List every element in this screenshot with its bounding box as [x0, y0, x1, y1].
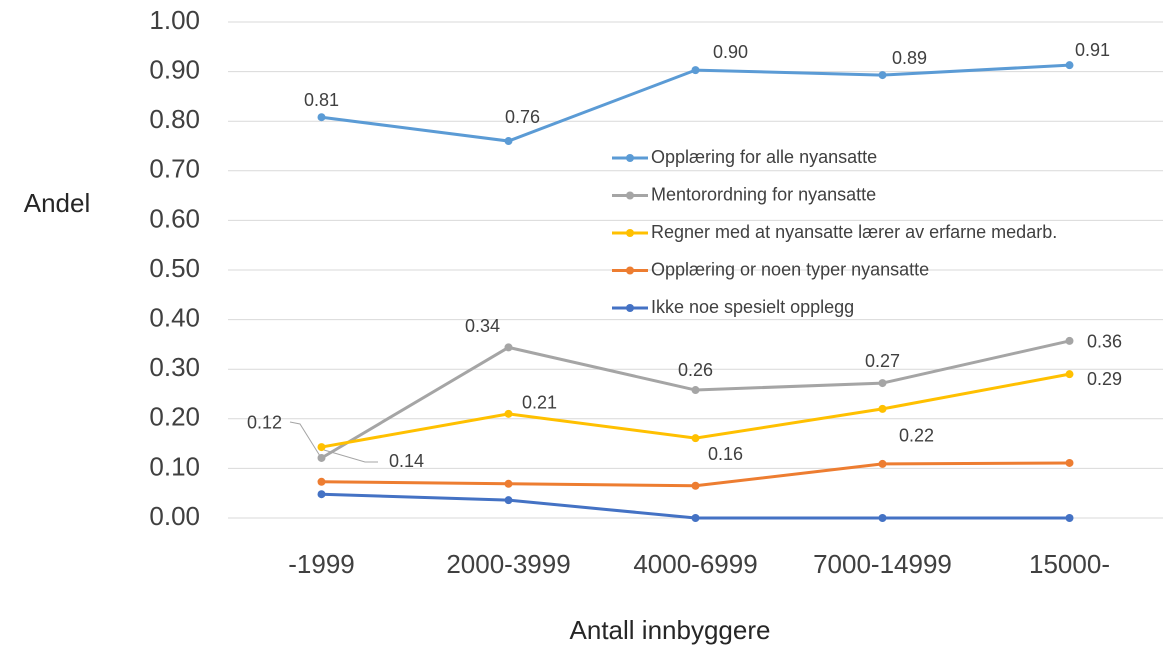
y-tick-label: 0.70: [149, 154, 200, 184]
data-point: [504, 137, 513, 146]
y-tick-label: 0.60: [149, 203, 200, 233]
legend-marker: [626, 154, 634, 162]
data-point: [504, 343, 513, 352]
data-point: [1065, 61, 1074, 70]
data-label: 0.36: [1087, 332, 1122, 352]
data-label: 0.14: [389, 451, 424, 471]
data-point: [1065, 336, 1074, 345]
y-axis-title: Andel: [24, 188, 91, 218]
data-label: 0.34: [465, 316, 500, 336]
legend-marker: [626, 266, 634, 275]
data-label: 0.22: [899, 426, 934, 446]
data-label: 0.16: [708, 444, 743, 464]
data-point: [691, 434, 700, 443]
data-label: 0.91: [1075, 40, 1110, 60]
data-label: 0.81: [304, 90, 339, 110]
data-point: [1065, 370, 1074, 379]
data-point: [504, 479, 513, 488]
x-axis-title: Antall innbyggere: [570, 615, 771, 645]
y-tick-label: 0.50: [149, 253, 200, 283]
x-tick-label: 2000-3999: [446, 549, 570, 579]
data-label: 0.12: [247, 413, 282, 433]
series-line: [321, 63, 1070, 143]
legend-label: Opplæring or noen typer nyansatte: [651, 259, 929, 279]
data-label: 0.26: [678, 360, 713, 380]
data-point: [878, 404, 887, 413]
data-point: [878, 379, 887, 388]
data-point: [878, 71, 887, 80]
data-label: 0.90: [713, 42, 748, 62]
data-point: [691, 66, 700, 75]
data-point: [1065, 458, 1074, 467]
data-label: 0.89: [892, 48, 927, 68]
y-tick-label: 0.20: [149, 402, 200, 432]
legend-label: Opplæring for alle nyansatte: [651, 147, 877, 167]
data-label: 0.29: [1087, 369, 1122, 389]
legend-marker: [626, 229, 634, 237]
data-point: [878, 459, 887, 468]
data-label: 0.21: [522, 393, 557, 413]
y-tick-label: 0.90: [149, 54, 200, 84]
data-label: 0.76: [505, 107, 540, 127]
data-point: [317, 490, 326, 499]
x-tick-label: 4000-6999: [633, 549, 757, 579]
data-label: 0.27: [865, 351, 900, 371]
data-point: [691, 386, 700, 395]
x-tick-label: 15000-: [1029, 549, 1110, 579]
y-tick-label: 0.30: [149, 352, 200, 382]
data-point: [317, 443, 326, 452]
y-tick-label: 0.10: [149, 451, 200, 481]
legend-marker: [626, 191, 634, 200]
y-tick-label: 1.00: [149, 5, 200, 35]
y-tick-label: 0.80: [149, 104, 200, 134]
data-point: [691, 481, 700, 490]
legend-label: Mentorordning for nyansatte: [651, 184, 876, 204]
data-point: [691, 514, 700, 522]
data-point: [878, 514, 887, 522]
data-point: [1065, 514, 1074, 522]
x-tick-label: 7000-14999: [813, 549, 952, 579]
legend-marker: [626, 304, 634, 312]
data-point: [317, 453, 326, 462]
legend-label: Regner med at nyansatte lærer av erfarne…: [651, 222, 1057, 242]
data-point: [317, 113, 326, 122]
y-tick-label: 0.40: [149, 302, 200, 332]
x-tick-label: -1999: [288, 549, 355, 579]
y-tick-label: 0.00: [149, 501, 200, 531]
data-point: [504, 409, 513, 418]
data-point: [317, 477, 326, 486]
legend-label: Ikke noe spesielt opplegg: [651, 297, 854, 317]
data-point: [504, 496, 513, 505]
leader-line: [289, 421, 321, 457]
leader-line: [323, 449, 378, 463]
